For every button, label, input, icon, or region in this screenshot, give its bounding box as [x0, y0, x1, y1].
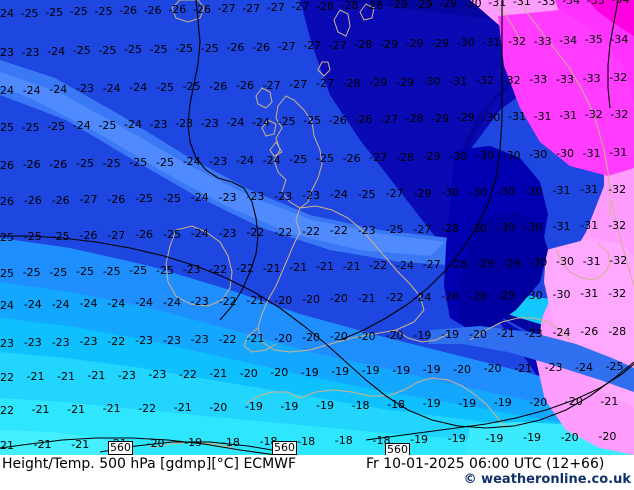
ribbon-blue-right: [428, 326, 634, 392]
contour-a: [187, 0, 245, 189]
coast-france-north: [299, 377, 507, 429]
coast-sweden: [611, 199, 634, 287]
contour-b: [0, 235, 634, 429]
copyright-notice: © weatheronline.co.uk: [463, 472, 631, 487]
coast-norway: [519, 0, 611, 216]
coast-mull: [269, 141, 283, 157]
contour-a2: [219, 187, 259, 321]
coast-shetland: [333, 9, 351, 37]
map-canvas[interactable]: -24-25-25-25-25-26-26-26-26-27-27-27-27-…: [0, 0, 634, 455]
coast-lowlands: [469, 317, 571, 341]
contour-c: [339, 0, 503, 341]
patch-cyan-bottom-left: [0, 430, 130, 455]
coast-outer-hebrides: [255, 87, 273, 109]
temperature-fill-bands: [0, 0, 634, 455]
coast-scotland: [273, 95, 323, 209]
coast-brittany: [245, 391, 301, 405]
coast-norway-west: [495, 5, 521, 41]
band-magenta-hot: [588, 0, 634, 36]
coast-england-wales: [257, 205, 425, 353]
footer-bar: Height/Temp. 500 hPa [gdmp][°C] ECMWF Fr…: [0, 455, 634, 490]
coast-kent: [395, 329, 449, 343]
band-blue-light-streak: [0, 72, 445, 256]
map-vector-layer: [0, 0, 634, 455]
coast-ireland: [165, 225, 233, 307]
contour-d: [0, 437, 277, 455]
coast-faroes: [359, 3, 375, 21]
coast-cornwall: [243, 327, 277, 353]
contour-g: [607, 0, 619, 109]
band-navy: [300, 0, 634, 455]
coast-orkney: [317, 61, 331, 77]
coastlines: [149, 0, 634, 449]
contour-f: [365, 363, 634, 441]
coast-denmark: [555, 243, 611, 281]
coast-iceland-fragment: [171, 0, 205, 23]
wedge-navy-right-core: [458, 212, 548, 332]
valid-time: Fr 10-01-2025 06:00 UTC (12+66): [366, 456, 605, 472]
chart-title: Height/Temp. 500 hPa [gdmp][°C] ECMWF: [2, 456, 297, 472]
coast-skye: [261, 119, 277, 137]
